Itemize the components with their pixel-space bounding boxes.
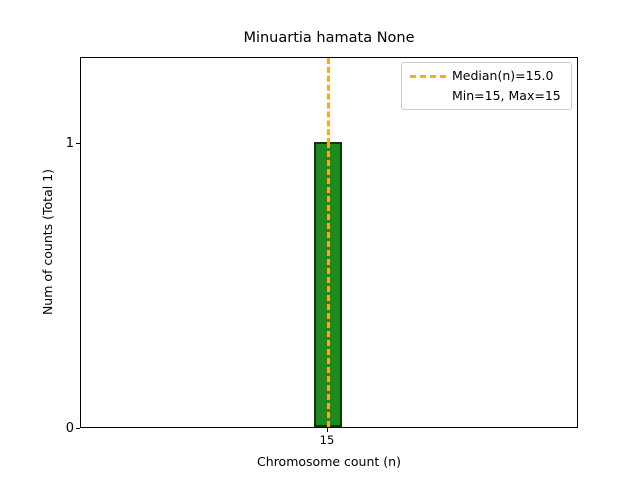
legend-dashed-line-icon bbox=[410, 75, 446, 78]
legend-entry-minmax: Min=15, Max=15 bbox=[402, 86, 571, 108]
x-axis-label: Chromosome count (n) bbox=[257, 454, 401, 469]
ytick-mark-1 bbox=[76, 143, 80, 144]
xtick-mark-15 bbox=[327, 428, 328, 432]
ytick-label-1: 1 bbox=[65, 136, 74, 151]
ytick-label-0: 0 bbox=[65, 421, 74, 436]
legend-entry-median: Median(n)=15.0 bbox=[402, 65, 571, 87]
plot-axes-frame bbox=[80, 57, 578, 428]
xtick-label-15: 15 bbox=[319, 433, 335, 447]
plot-area bbox=[81, 58, 577, 427]
legend-label-minmax: Min=15, Max=15 bbox=[452, 88, 561, 103]
median-line-overlay bbox=[327, 142, 330, 427]
y-axis-label: Num of counts (Total 1) bbox=[40, 168, 55, 316]
chart-title: Minuartia hamata None bbox=[243, 30, 415, 46]
legend-label-median: Median(n)=15.0 bbox=[452, 68, 554, 83]
ytick-mark-0 bbox=[76, 428, 80, 429]
legend: Median(n)=15.0 Min=15, Max=15 bbox=[401, 62, 572, 110]
